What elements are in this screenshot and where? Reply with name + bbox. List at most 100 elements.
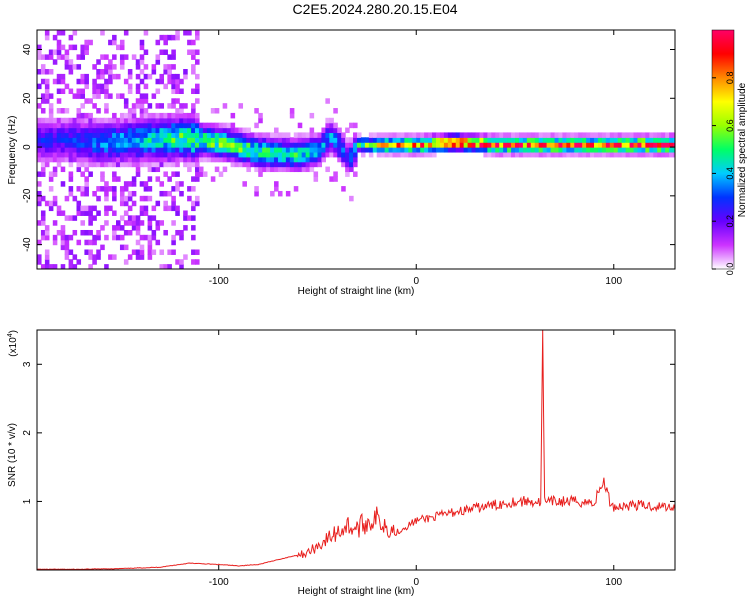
heatmap-cell — [100, 117, 105, 124]
heatmap-cell — [214, 108, 220, 114]
heatmap-cell — [234, 161, 240, 168]
heatmap-cell — [159, 220, 165, 226]
heatmap-cell — [266, 142, 271, 148]
heatmap-cell — [412, 142, 417, 148]
heatmap-cell — [368, 147, 374, 153]
heatmap-cell — [88, 161, 93, 168]
heatmap-cell — [562, 132, 567, 138]
heatmap-cell — [167, 73, 172, 80]
heatmap-cell — [92, 88, 97, 95]
heatmap-cell — [191, 69, 196, 75]
heatmap-cell — [116, 161, 121, 168]
heatmap-cell — [325, 147, 330, 153]
heatmap-cell — [669, 137, 674, 143]
heatmap-cell — [76, 147, 82, 153]
heatmap-cell — [64, 215, 70, 221]
heatmap-cell — [48, 151, 54, 158]
heatmap-cell — [258, 132, 263, 138]
heatmap-cell — [195, 151, 200, 158]
heatmap-cell — [135, 64, 141, 70]
heatmap-cell — [507, 132, 512, 138]
heatmap-cell — [601, 137, 607, 143]
x-tick-label: -100 — [209, 577, 229, 588]
heatmap-cell — [424, 142, 429, 148]
heatmap-cell — [68, 147, 74, 153]
heatmap-cell — [289, 108, 295, 114]
heatmap-cell — [44, 264, 50, 269]
heatmap-cell — [558, 132, 564, 138]
heatmap-cell — [108, 78, 113, 85]
heatmap-cell — [353, 147, 358, 153]
heatmap-cell — [238, 132, 244, 138]
heatmap-cell — [175, 181, 180, 187]
heatmap-cell — [84, 39, 89, 46]
heatmap-cell — [329, 127, 334, 134]
heatmap-cell — [424, 147, 429, 153]
heatmap-cell — [605, 142, 611, 148]
heatmap-cell — [195, 122, 200, 129]
heatmap-cell — [198, 147, 204, 153]
heatmap-cell — [601, 151, 607, 158]
heatmap-cell — [171, 49, 176, 55]
heatmap-cell — [88, 210, 93, 216]
heatmap-cell — [195, 259, 200, 265]
heatmap-cell — [37, 127, 42, 134]
heatmap-cell — [175, 205, 180, 212]
heatmap-cell — [376, 151, 382, 158]
heatmap-cell — [665, 132, 670, 138]
heatmap-cell — [637, 151, 643, 158]
heatmap-cell — [191, 161, 196, 168]
heatmap-cell — [258, 137, 263, 143]
heatmap-cell — [44, 93, 50, 99]
heatmap-cell — [44, 117, 50, 124]
heatmap-cell — [143, 112, 149, 119]
heatmap-cell — [420, 151, 425, 158]
heatmap-cell — [108, 93, 113, 99]
heatmap-cell — [68, 161, 74, 168]
heatmap-cell — [37, 147, 42, 153]
heatmap-cell — [56, 142, 62, 148]
heatmap-cell — [230, 137, 236, 143]
heatmap-cell — [72, 127, 78, 134]
heatmap-cell — [112, 34, 117, 41]
heatmap-cell — [80, 127, 86, 134]
heatmap-cell — [159, 147, 165, 153]
heatmap-cell — [313, 176, 319, 182]
heatmap-cell — [396, 151, 402, 158]
heatmap-cell — [222, 156, 228, 163]
heatmap-cell — [123, 78, 129, 85]
heatmap-cell — [198, 171, 204, 177]
heatmap-cell — [175, 127, 180, 134]
heatmap-cell — [52, 156, 58, 163]
heatmap-cell — [76, 108, 82, 114]
heatmap-cell — [56, 30, 62, 36]
heatmap-cell — [155, 117, 161, 124]
heatmap-cell — [84, 112, 89, 119]
heatmap-cell — [372, 142, 378, 148]
heatmap-cell — [52, 234, 58, 241]
heatmap-cell — [40, 171, 46, 177]
heatmap-cell — [119, 147, 125, 153]
heatmap-cell — [258, 147, 263, 153]
heatmap-cell — [226, 156, 232, 163]
heatmap-cell — [56, 205, 62, 212]
heatmap-cell — [293, 166, 299, 173]
heatmap-cell — [123, 220, 129, 226]
y-tick-label: 40 — [22, 44, 33, 56]
heatmap-cell — [187, 186, 192, 192]
heatmap-cell — [384, 147, 390, 153]
heatmap-cell — [341, 142, 346, 148]
heatmap-cell — [380, 142, 386, 148]
heatmap-cell — [285, 137, 291, 143]
heatmap-cell — [167, 156, 172, 163]
heatmap-cell — [155, 103, 161, 109]
heatmap-cell — [570, 132, 575, 138]
heatmap-cell — [388, 147, 394, 153]
heatmap-cell — [171, 205, 176, 212]
heatmap-cell — [108, 186, 113, 192]
heatmap-cell — [171, 117, 176, 124]
heatmap-cell — [475, 132, 481, 138]
heatmap-cell — [68, 156, 74, 163]
